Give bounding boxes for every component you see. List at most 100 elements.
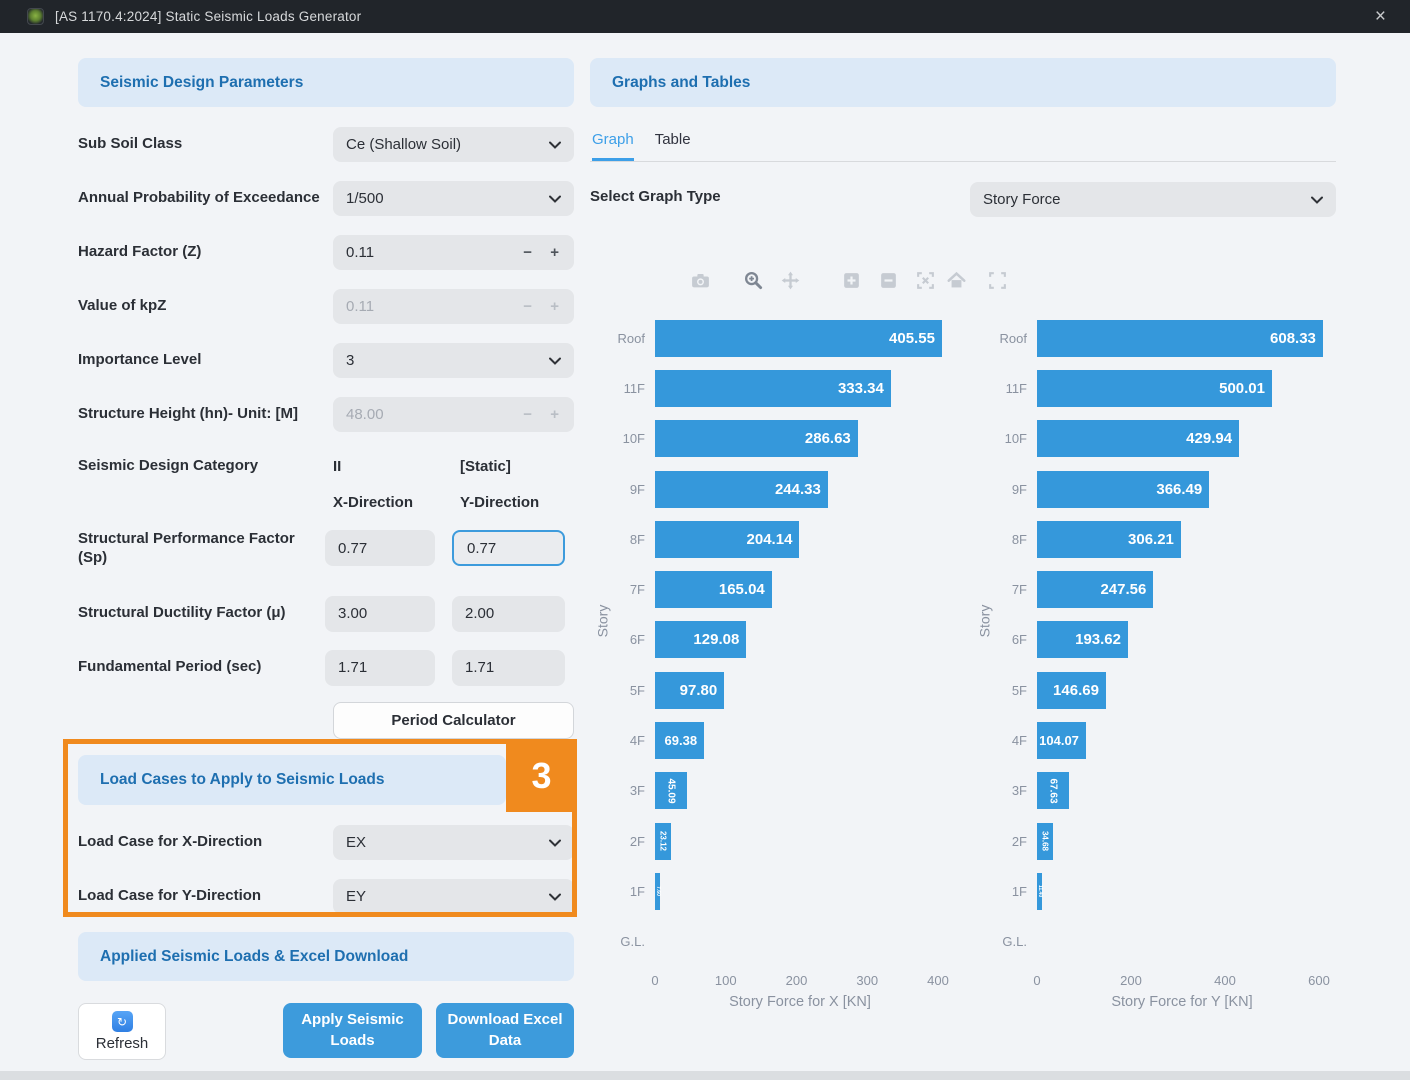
plot-toolbar: [690, 270, 1008, 291]
story-force-bar: 104.07: [1037, 722, 1086, 760]
bar-value-label: 204.14: [746, 530, 793, 548]
chart-row-3f: 3F 67.63: [972, 766, 1342, 816]
zoom-out-icon[interactable]: [878, 270, 899, 291]
apply-seismic-loads-button[interactable]: Apply Seismic Loads: [283, 1003, 422, 1058]
graph-table-tabs: Graph Table: [592, 131, 691, 161]
x-axis-title: Story Force for Y [KN]: [1111, 993, 1253, 1010]
story-tick-label: 4F: [1011, 733, 1027, 749]
field-label: Hazard Factor (Z): [78, 243, 202, 261]
field-value: 0.11: [346, 244, 375, 261]
bar-track: 366.49: [1037, 470, 1342, 508]
parameter-fields: Sub Soil Class Ce (Shallow Soil) Annual Pr…: [78, 127, 574, 451]
field-row-annual-probability-of-exceedance: Annual Probability of Exceedance 1/500: [78, 181, 574, 216]
bar-value-label: 146.69: [1053, 681, 1099, 699]
graph-type-value: Story Force: [983, 191, 1061, 208]
chevron-down-icon: [1311, 196, 1323, 204]
story-tick-label: 1F: [629, 883, 645, 899]
pan-icon[interactable]: [780, 270, 801, 291]
field-row-structure-height-hn-unit-m: Structure Height (hn)- Unit: [M] 48.00 − +: [78, 397, 574, 432]
structural-ductility-factor-x-input[interactable]: 3.00: [325, 595, 435, 632]
bar-value-label: 34.68: [1040, 831, 1050, 852]
zoom-icon[interactable]: [743, 270, 764, 291]
select-importance-level[interactable]: 3: [333, 343, 574, 378]
fundamental-period-sec-y-input[interactable]: 1.71: [452, 649, 565, 686]
stepper-hazard-factor-z[interactable]: 0.11 − +: [333, 235, 574, 270]
chart-row-1f: 1F 7.60: [590, 866, 960, 916]
camera-icon[interactable]: [690, 270, 711, 291]
stepper-increment: +: [550, 298, 559, 315]
select-sub-soil-class[interactable]: Ce (Shallow Soil): [333, 127, 574, 162]
x-tick-label: 200: [1120, 972, 1142, 988]
graph-type-select[interactable]: Story Force: [970, 182, 1336, 217]
applied-loads-header: Applied Seismic Loads & Excel Download: [78, 932, 574, 981]
download-excel-data-button[interactable]: Download Excel Data: [436, 1003, 574, 1058]
field-row-hazard-factor-z: Hazard Factor (Z) 0.11 − +: [78, 235, 574, 270]
x-axis-ticks: 0 200 400 600: [972, 973, 1342, 989]
bar-value-label: 104.07: [1039, 733, 1079, 749]
bar-value-label: 405.55: [889, 329, 935, 347]
story-force-bar: 204.14: [655, 520, 800, 558]
x-axis-title: Story Force for X [KN]: [729, 993, 871, 1010]
seismic-design-category-value: II: [333, 457, 342, 475]
stepper-value-of-kpz: 0.11 − +: [333, 289, 574, 324]
dual-row-fundamental-period-sec: Fundamental Period (sec) 1.71 1.71: [78, 649, 574, 686]
chart-row-5f: 5F 97.80: [590, 665, 960, 715]
stepper-increment[interactable]: +: [550, 244, 559, 261]
fullscreen-icon[interactable]: [987, 270, 1008, 291]
story-tick-label: 6F: [629, 632, 645, 648]
fundamental-period-sec-x-input[interactable]: 1.71: [325, 649, 435, 686]
window-bottom-edge: [0, 1071, 1410, 1080]
autoscale-icon[interactable]: [915, 270, 936, 291]
select-load-case-for-y-direction[interactable]: EY: [333, 879, 574, 914]
story-tick-label: 5F: [629, 682, 645, 698]
structural-performance-factor-sp-x-input[interactable]: 0.77: [325, 530, 435, 566]
bar-track: 204.14: [655, 520, 960, 558]
bar-track: 11.40: [1037, 872, 1342, 910]
story-force-bar: 247.56: [1037, 571, 1154, 609]
chart-row-11f: 11F 333.34: [590, 363, 960, 413]
select-load-case-for-x-direction[interactable]: EX: [333, 825, 574, 860]
refresh-button-label: Refresh: [95, 1035, 149, 1052]
bar-value-label: 23.12: [658, 831, 668, 852]
seismic-design-parameters-header: Seismic Design Parameters: [78, 58, 574, 107]
bar-value-label: 67.63: [1047, 778, 1059, 804]
bar-value-label: 429.94: [1186, 430, 1233, 448]
bar-track: 69.38: [655, 722, 960, 760]
select-annual-probability-of-exceedance[interactable]: 1/500: [333, 181, 574, 216]
structural-ductility-factor-y-input[interactable]: 2.00: [452, 595, 565, 632]
x-tick-label: 200: [785, 972, 808, 988]
stepper-decrement[interactable]: −: [523, 244, 532, 261]
period-calculator-button[interactable]: Period Calculator: [333, 702, 574, 739]
app-icon: [27, 8, 44, 25]
window-body: Seismic Design Parameters Sub Soil Class…: [0, 33, 1410, 1080]
load-case-fields: Load Case for X-Direction EX Load Case for…: [78, 825, 574, 933]
bar-value-label: 97.80: [679, 681, 718, 699]
story-force-y-chart: Roof 608.33 11F 500.01 10F 429.94 9F 366.49 8F 30…: [972, 313, 1342, 1010]
tab-table[interactable]: Table: [654, 131, 691, 148]
chevron-down-icon: [549, 839, 561, 847]
story-force-bar: 193.62: [1037, 621, 1128, 659]
bar-track: 45.09: [655, 772, 960, 810]
field-label: Load Case for X-Direction: [78, 833, 263, 851]
seismic-design-category-label: Seismic Design Category: [78, 456, 259, 474]
chevron-down-icon: [549, 195, 561, 203]
story-force-bar: 429.94: [1037, 420, 1240, 458]
story-force-bar: 97.80: [655, 671, 725, 709]
bar-track: 500.01: [1037, 369, 1342, 407]
refresh-button[interactable]: ↻ Refresh: [78, 1003, 166, 1060]
chart-row-roof: Roof 608.33: [972, 313, 1342, 363]
story-force-bar: 45.09: [655, 772, 687, 810]
dual-row-structural-ductility-factor: Structural Ductility Factor (μ) 3.00 2.00: [78, 595, 574, 632]
chart-row-7f: 7F 165.04: [590, 564, 960, 614]
structural-performance-factor-sp-y-input[interactable]: 0.77: [452, 530, 565, 566]
x-axis-ticks: 0 100 200 300 400: [590, 973, 960, 989]
tab-graph[interactable]: Graph: [592, 131, 634, 161]
home-icon[interactable]: [946, 270, 967, 291]
bar-value-label: 7.60: [654, 886, 661, 897]
field-row-value-of-kpz: Value of kpZ 0.11 − +: [78, 289, 574, 324]
story-force-bar: 500.01: [1037, 369, 1272, 407]
analysis-mode-value: [Static]: [460, 457, 511, 475]
close-button[interactable]: ×: [1374, 6, 1386, 27]
zoom-in-icon[interactable]: [841, 270, 862, 291]
bar-value-label: 129.08: [693, 631, 740, 649]
